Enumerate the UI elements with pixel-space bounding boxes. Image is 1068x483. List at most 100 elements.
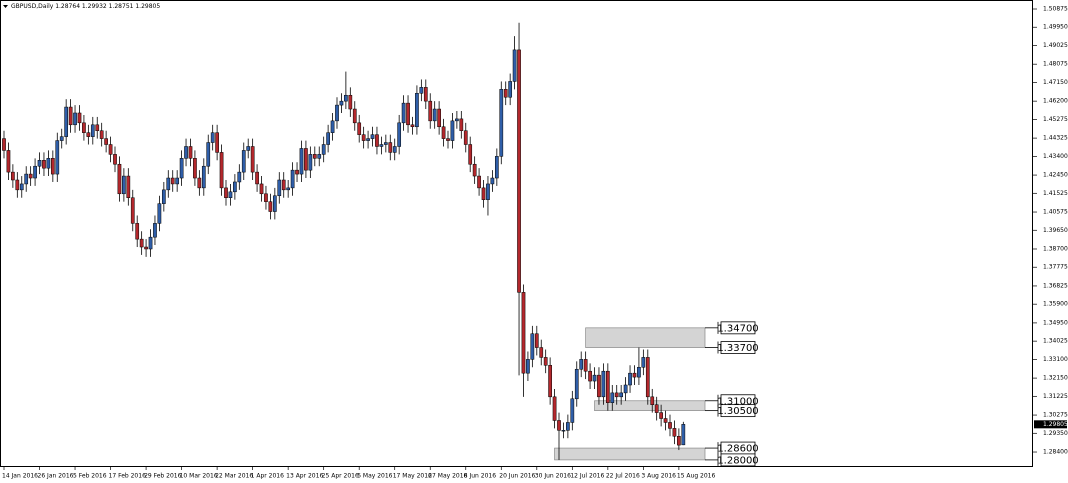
candle-body — [130, 197, 135, 224]
candle-body — [6, 150, 11, 173]
candle-body — [330, 120, 335, 133]
candle-body — [188, 146, 193, 159]
level-label: 1.34700 — [717, 323, 758, 334]
zone — [585, 327, 706, 348]
candle-body — [605, 370, 610, 403]
y-tick-label: 1.49025 — [1043, 42, 1068, 49]
last-price-label: 1.29805 — [1043, 421, 1068, 428]
candle-body — [534, 333, 539, 348]
y-tick-label: 1.44325 — [1043, 135, 1068, 142]
candle-body — [401, 102, 406, 124]
x-tick-label: 27 May 2016 — [428, 473, 467, 480]
candle-body — [681, 424, 686, 446]
level-label: 1.30500 — [717, 406, 758, 417]
x-tick-label: 26 Jan 2016 — [38, 473, 74, 480]
candle-body — [153, 223, 157, 238]
candle-body — [508, 81, 513, 98]
y-tick-label: 1.50875 — [1043, 5, 1068, 12]
y-tick-label: 1.35900 — [1043, 301, 1068, 308]
candle-body — [570, 398, 575, 423]
candle-body — [517, 49, 521, 293]
candle-body — [272, 195, 277, 212]
candle-body — [210, 132, 215, 143]
x-tick-label: 22 Mar 2016 — [215, 473, 253, 480]
y-tick-label: 1.34025 — [1043, 338, 1068, 345]
candle-body — [415, 93, 419, 128]
candle-body — [663, 418, 668, 423]
candle-body — [481, 187, 486, 200]
candle-body — [641, 357, 646, 368]
y-tick-label: 1.38700 — [1043, 245, 1068, 252]
candle-body — [64, 106, 69, 137]
candle-body — [246, 146, 251, 151]
candle-body — [86, 132, 91, 137]
x-tick-label: 15 Aug 2016 — [677, 473, 716, 480]
candle-body — [592, 374, 597, 382]
x-tick-label: 14 Jan 2016 — [2, 473, 38, 480]
y-tick-label: 1.42450 — [1043, 172, 1068, 179]
level-label: 1.33700 — [717, 343, 758, 354]
x-tick-label: 22 Jul 2016 — [606, 473, 640, 480]
candle-body — [201, 165, 206, 189]
candle-body — [352, 108, 357, 124]
candle-body — [24, 173, 29, 185]
y-tick-label: 1.32150 — [1043, 375, 1068, 382]
level-box — [720, 453, 756, 467]
y-tick-label: 1.28400 — [1043, 449, 1068, 456]
candle-body — [450, 120, 455, 141]
candle-body — [446, 138, 450, 141]
candle-body — [308, 154, 313, 171]
candle-body — [108, 144, 113, 155]
menu-arrow[interactable] — [3, 5, 8, 8]
candle-body — [503, 89, 508, 98]
candle-body — [179, 158, 184, 179]
y-tick-label: 1.34950 — [1043, 319, 1068, 326]
candle-body — [370, 134, 375, 139]
candle-body — [486, 183, 490, 200]
candle-body — [206, 142, 211, 167]
candle-body — [366, 138, 370, 141]
x-tick-label: 10 Mar 2016 — [180, 473, 218, 480]
candle-body — [521, 292, 526, 374]
candle-body — [619, 392, 624, 398]
candle-body — [224, 187, 228, 198]
candle-body — [11, 171, 15, 181]
candle-body — [637, 367, 641, 378]
level-label: 1.31000 — [717, 396, 758, 407]
candle-body — [494, 156, 499, 179]
candle-body — [650, 396, 655, 405]
candle-body — [237, 171, 242, 183]
candle-body — [117, 163, 122, 195]
candle-body — [90, 124, 95, 137]
candle-body — [668, 422, 672, 429]
candle-body — [597, 374, 601, 398]
y-tick-label: 1.46200 — [1043, 98, 1068, 105]
candle-body — [277, 179, 282, 197]
candle-body — [295, 169, 299, 175]
candle-body — [437, 108, 441, 128]
candle-body — [339, 100, 344, 106]
candle-body — [50, 158, 55, 175]
candle-body — [99, 130, 104, 139]
x-tick-label: 12 Jul 2016 — [570, 473, 604, 480]
candle-body — [326, 132, 330, 145]
candle-body — [379, 144, 384, 147]
y-tick-label: 1.30275 — [1043, 412, 1068, 419]
level-label: 1.28000 — [717, 455, 758, 466]
candle-body — [55, 140, 60, 175]
y-tick-label: 1.41525 — [1043, 190, 1068, 197]
candle-body — [148, 236, 153, 250]
y-tick-label: 1.37775 — [1043, 264, 1068, 271]
y-tick-label: 1.31225 — [1043, 393, 1068, 400]
zone — [594, 400, 706, 411]
candle-body — [113, 154, 117, 165]
candle-body — [73, 112, 77, 126]
candle-body — [477, 175, 481, 189]
candle-body — [68, 106, 73, 126]
candle-body — [95, 124, 100, 131]
candle-body — [441, 126, 446, 139]
x-tick-label: 25 Apr 2016 — [322, 473, 359, 480]
level-box — [720, 404, 756, 418]
candle-body — [375, 134, 379, 147]
candle-body — [255, 171, 259, 185]
